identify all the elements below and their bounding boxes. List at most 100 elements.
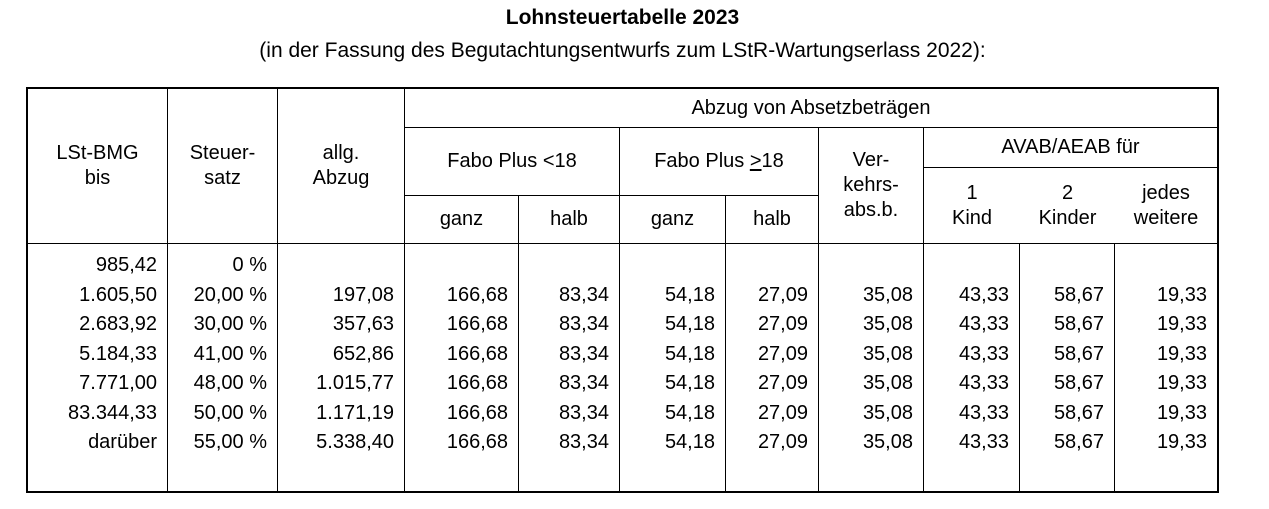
header-steuersatz-line2: satz [204,167,241,189]
header-avab-2-kinder: 2 Kinder [1020,168,1115,243]
table-cell: 54,18 [664,401,715,424]
table-cell: 19,33 [1156,401,1207,424]
page-subtitle: (in der Fassung des Begutachtungsentwurf… [259,39,986,62]
table-cell: 43,33 [958,342,1009,365]
table-cell: 27,09 [757,313,808,335]
table-cell: 43,33 [958,283,1009,306]
table-cell: 166,68 [446,431,508,453]
table-cell [819,251,923,281]
table-cell: 41,00 % [193,342,267,365]
table-cell: 83,34 [558,401,609,424]
table-cell: 35,08 [862,283,913,306]
table-cell [924,251,1019,281]
table-cell: 83,34 [558,372,609,394]
header-fabo-ge18-ganz-label: ganz [650,208,695,230]
table-cell: 83,34 [558,342,609,365]
header-verkehr-line2: kehrs- [843,174,899,196]
table-cell: darüber [88,431,157,453]
table-body: 985,42 1.605,50 2.683,92 5.184,33 7.771,00 83… [28,244,1217,491]
table-column: 19,33 19,33 19,33 19,33 19,33 19,33 [1115,244,1217,491]
table-cell: 54,18 [664,431,715,453]
header-fabo-lt18-ganz-label: ganz [439,208,484,230]
table-cell: 58,67 [1053,372,1104,394]
table-cell: 54,18 [664,283,715,306]
table-cell: 27,09 [757,431,808,453]
table-cell: 50,00 % [193,401,267,424]
table-cell: 43,33 [958,401,1009,424]
header-avab-2-kinder-line1: 2 [1061,181,1074,204]
header-steuersatz: Steuer- satz [168,89,278,243]
table-cell: 83,34 [558,313,609,335]
header-fabo-plus-ge18-pre: Fabo Plus [654,150,750,172]
table-cell: 35,08 [862,431,913,453]
table-cell: 166,68 [446,313,508,335]
header-lst-bmg-line2: bis [84,167,111,189]
table-cell: 35,08 [862,342,913,365]
lohnsteuer-table: LSt-BMG bis Steuer- satz allg. Abzug Abz… [26,87,1219,493]
table-cell: 43,33 [958,431,1009,453]
header-lst-bmg-line1: LSt-BMG [56,142,139,164]
header-verkehr-line3: abs.b. [843,199,899,221]
header-fabo-plus-lt18-label: Fabo Plus <18 [447,150,577,172]
table-cell: 652,86 [332,342,394,365]
page-title: Lohnsteuertabelle 2023 [505,6,740,29]
table-cell [1115,251,1217,281]
table-cell: 58,67 [1053,342,1104,365]
table-cell [726,251,818,281]
table-cell: 48,00 % [193,372,267,394]
header-allg-abzug: allg. Abzug [278,89,405,243]
table-cell: 197,08 [332,283,394,306]
header-steuersatz-line1: Steuer- [189,142,256,164]
table-cell: 27,09 [757,372,808,394]
header-avab-1-kind-line1: 1 [966,181,978,204]
table-cell: 54,18 [664,342,715,365]
table-cell: 58,67 [1053,313,1104,335]
table-cell: 166,68 [446,372,508,394]
table-cell: 7.771,00 [79,372,157,394]
header-avab-jedes-weitere: jedes weitere [1115,168,1217,243]
table-cell: 19,33 [1156,431,1207,453]
table-cell: 27,09 [757,342,808,365]
table-column: 54,18 54,18 54,18 54,18 54,18 54,18 [620,244,726,491]
table-cell: 83,34 [558,283,609,306]
table-column: 43,33 43,33 43,33 43,33 43,33 43,33 [924,244,1020,491]
header-avab-2-kinder-line2: Kinder [1038,206,1097,229]
table-cell: 2.683,92 [79,313,157,335]
header-fabo-plus-ge18-num: 18 [761,150,784,172]
header-fabo-plus-ge18-operator: > [749,150,762,172]
table-cell: 35,08 [862,372,913,394]
table-cell: 5.338,40 [316,431,394,453]
header-allg-abzug-line1: allg. [322,142,360,164]
table-cell: 19,33 [1156,313,1207,335]
header-fabo-lt18-ganz: ganz [405,196,519,243]
table-cell: 27,09 [757,401,808,424]
table-cell: 19,33 [1156,283,1207,306]
header-abzug-von-absetzbetraegen: Abzug von Absetzbeträgen [405,89,1217,128]
table-cell: 19,33 [1156,372,1207,394]
header-lst-bmg-bis: LSt-BMG bis [28,89,168,243]
table-cell [278,251,404,281]
table-cell: 83.344,33 [68,401,157,424]
table-cell: 58,67 [1053,283,1104,306]
table-cell: 1.015,77 [316,372,394,394]
table-column: 197,08 357,63 652,86 1.015,77 1.171,19 5.338,… [278,244,405,491]
table-column: 35,08 35,08 35,08 35,08 35,08 35,08 [819,244,924,491]
header-fabo-plus-lt18: Fabo Plus <18 [405,128,620,196]
table-cell [519,251,619,281]
table-cell: 1.605,50 [79,283,157,306]
table-cell: 5.184,33 [79,342,157,365]
table-column: 27,09 27,09 27,09 27,09 27,09 27,09 [726,244,819,491]
header-avab-jedes-weitere-line2: weitere [1133,206,1199,229]
table-cell: 83,34 [558,431,609,453]
header-fabo-lt18-halb: halb [519,196,620,243]
table-cell: 58,67 [1053,431,1104,453]
table-cell [405,251,518,281]
header-fabo-plus-ge18-label: Fabo Plus >18 [654,149,784,174]
table-column: 0 % 20,00 % 30,00 % 41,00 % 48,00 % 50,00 % 55… [168,244,278,491]
header-verkehr-line1: Ver- [852,149,890,171]
table-cell: 166,68 [446,401,508,424]
table-cell: 54,18 [664,372,715,394]
header-avab-1-kind-line2: Kind [951,206,993,229]
table-cell: 43,33 [958,313,1009,335]
